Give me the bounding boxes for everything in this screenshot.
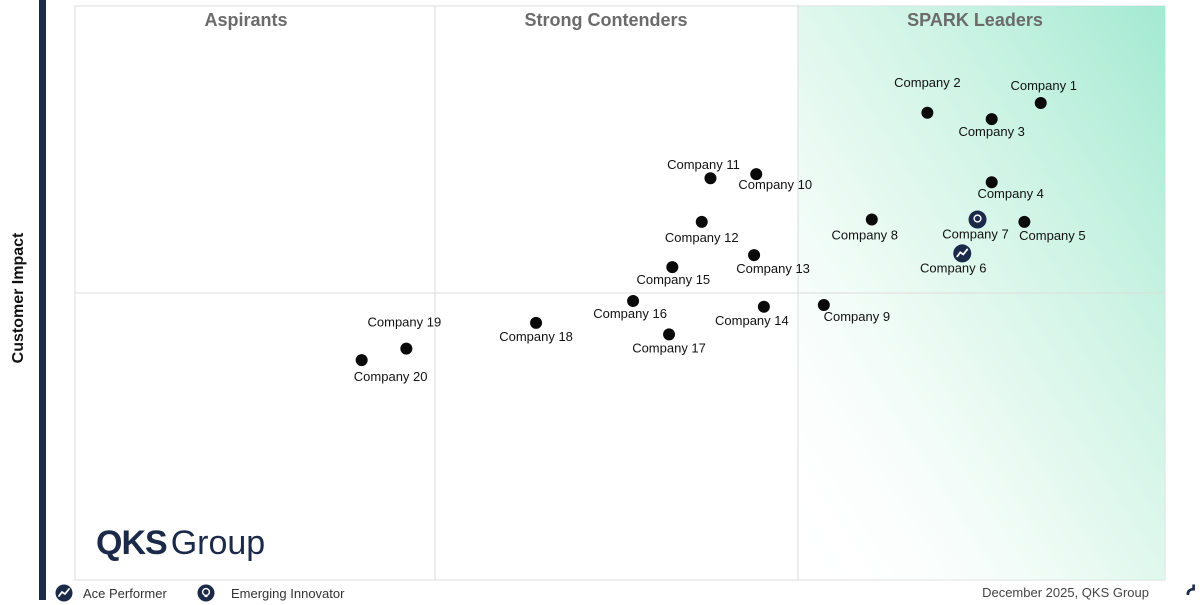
ace-performer-icon	[55, 584, 73, 602]
legend-ace-performer: Ace Performer	[55, 584, 167, 602]
marker-company-7	[968, 210, 987, 229]
logo-group: Group	[170, 524, 266, 562]
point-company-19	[400, 342, 413, 355]
labels-layer: Company 1 Company 2 Company 3 Company 4 Comp…	[354, 75, 1086, 384]
label-company-9: Company 9	[824, 309, 890, 324]
point-company-12	[695, 215, 708, 228]
marker-company-16	[627, 295, 640, 308]
marker-company-1	[1034, 97, 1047, 110]
marker-company-17	[663, 328, 676, 341]
label-company-10: Company 10	[738, 177, 812, 192]
point-company-20	[355, 354, 368, 367]
label-company-15: Company 15	[636, 272, 710, 287]
emerging-innovator-icon	[973, 214, 982, 223]
footer-date-source: December 2025, QKS Group	[982, 585, 1149, 600]
quadrant-title-strong-contenders: Strong Contenders	[524, 10, 688, 30]
marker-company-13	[748, 249, 761, 262]
point-company-7	[968, 210, 987, 229]
point-company-6	[953, 244, 972, 263]
point-company-11	[704, 172, 717, 185]
legend-emerging-innovator-label: Emerging Innovator	[231, 585, 345, 601]
legend-ace-performer-label: Ace Performer	[83, 585, 167, 601]
point-company-8	[865, 213, 878, 226]
point-company-3	[985, 113, 998, 126]
label-company-6: Company 6	[920, 260, 986, 275]
marker-company-10	[750, 168, 763, 181]
point-company-16	[627, 295, 640, 308]
label-company-4: Company 4	[977, 186, 1043, 201]
corner-mark-icon: ᓱ	[1186, 582, 1197, 598]
label-company-20: Company 20	[354, 369, 428, 384]
label-company-14: Company 14	[715, 313, 789, 328]
label-company-12: Company 12	[665, 230, 739, 245]
point-company-18	[530, 316, 543, 329]
point-company-15	[666, 261, 679, 274]
marker-company-19	[400, 342, 413, 355]
marker-company-8	[865, 213, 878, 226]
legend-emerging-innovator: Emerging Innovator	[197, 584, 344, 602]
point-company-2	[921, 106, 934, 119]
marker-company-2	[921, 106, 934, 119]
label-company-7: Company 7	[942, 227, 1008, 242]
label-company-8: Company 8	[832, 228, 898, 243]
marker-company-4	[985, 176, 998, 189]
label-company-5: Company 5	[1019, 228, 1085, 243]
qks-group-logo: QKS Group	[96, 524, 265, 563]
marker-company-14	[757, 300, 770, 313]
marker-company-5	[1018, 215, 1031, 228]
point-company-13	[748, 249, 761, 262]
y-axis-bar	[39, 0, 46, 600]
point-company-17	[663, 328, 676, 341]
marker-company-18	[530, 316, 543, 329]
label-company-13: Company 13	[736, 261, 810, 276]
label-company-3: Company 3	[958, 124, 1024, 139]
marker-company-9	[817, 299, 830, 312]
label-company-2: Company 2	[894, 75, 960, 90]
label-company-19: Company 19	[368, 315, 442, 330]
points-layer	[355, 97, 1047, 367]
marker-company-20	[355, 354, 368, 367]
point-company-14	[757, 300, 770, 313]
label-company-1: Company 1	[1010, 78, 1076, 93]
marker-company-12	[695, 215, 708, 228]
label-company-18: Company 18	[499, 329, 573, 344]
point-company-5	[1018, 215, 1031, 228]
label-company-11: Company 11	[667, 157, 740, 172]
marker-company-11	[704, 172, 717, 185]
point-company-10	[750, 168, 763, 181]
point-company-9	[817, 299, 830, 312]
label-company-17: Company 17	[632, 340, 706, 355]
point-company-1	[1034, 97, 1047, 110]
label-company-16: Company 16	[593, 306, 667, 321]
logo-qks: QKS	[96, 524, 168, 562]
ace-performer-icon	[956, 248, 969, 258]
quadrant-title-spark-leaders: SPARK Leaders	[907, 10, 1043, 30]
marker-company-15	[666, 261, 679, 274]
quadrant-title-aspirants: Aspirants	[204, 10, 288, 30]
emerging-innovator-icon	[197, 584, 215, 602]
point-company-4	[985, 176, 998, 189]
marker-company-3	[985, 113, 998, 126]
